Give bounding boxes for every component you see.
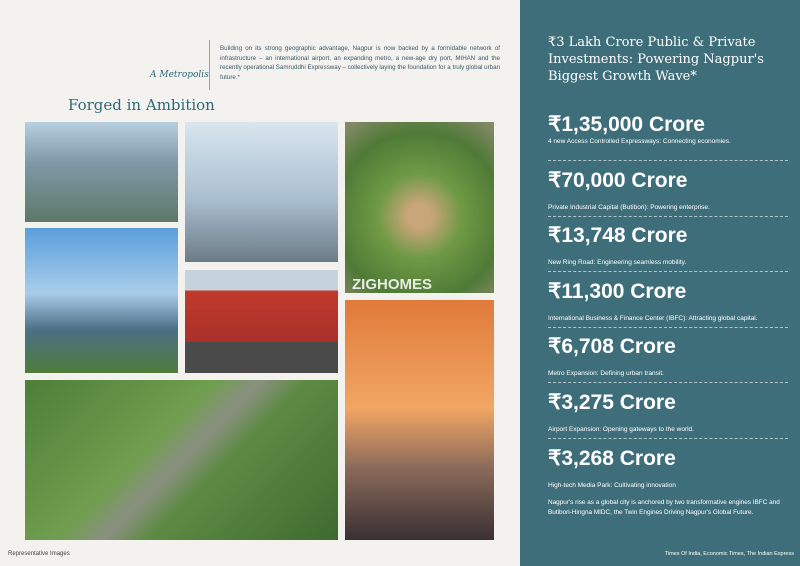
tagline: A Metropolis: [150, 70, 209, 80]
separator: [548, 438, 788, 439]
footer-note: Representative Images: [8, 551, 70, 557]
amount: ₹1,35,000 Crore: [548, 113, 705, 136]
amount-description: High-tech Media Park: Cultivating innova…: [548, 481, 676, 489]
amount-description: International Business & Finance Center …: [548, 314, 758, 322]
amount: ₹6,708 Crore: [548, 335, 676, 359]
amount: ₹11,300 Crore: [548, 279, 687, 303]
amount-description: Private Industrial Capital (Butibori): P…: [548, 203, 710, 211]
separator: [548, 215, 788, 217]
metro-photo: [185, 122, 338, 262]
interchange-photo: [345, 122, 494, 293]
amount-description: New Ring Road: Engineering seamless mobi…: [548, 259, 687, 267]
amount-description: Metro Expansion: Defining urban transit.: [548, 370, 664, 378]
separator: [548, 160, 788, 161]
closing: Nagpur's rise as a global city is anchor…: [548, 499, 780, 516]
amount: ₹13,748 Crore: [548, 224, 688, 248]
highway-photo: [25, 380, 338, 540]
page-title: Forged in Ambition: [68, 96, 215, 114]
intro: Building on its strong geographic advant…: [220, 45, 500, 81]
divider: [209, 40, 210, 90]
towers-photo: [25, 228, 178, 373]
separator: [548, 271, 788, 273]
amount: ₹3,268 Crore: [548, 446, 676, 470]
separator: [548, 382, 788, 384]
amount: ₹3,275 Crore: [548, 391, 676, 414]
warehouse-photo: [185, 270, 338, 373]
airport-photo: [345, 300, 494, 540]
separator: [548, 326, 788, 328]
source: Times Of India, Economic Times, The Indi…: [664, 551, 794, 557]
amount-description: Airport Expansion: Opening gateways to t…: [548, 426, 694, 433]
watermark: ZIGHOMES: [352, 276, 433, 293]
amount-description: 4 new Access Controlled Expressways: Con…: [548, 138, 731, 145]
city-photo: [25, 122, 178, 222]
investment-panel: ₹3 Lakh Crore Public & Private Investmen…: [520, 0, 800, 566]
amount: ₹70,000 Crore: [548, 168, 688, 192]
panel-heading: ₹3 Lakh Crore Public & Private Investmen…: [548, 35, 764, 84]
